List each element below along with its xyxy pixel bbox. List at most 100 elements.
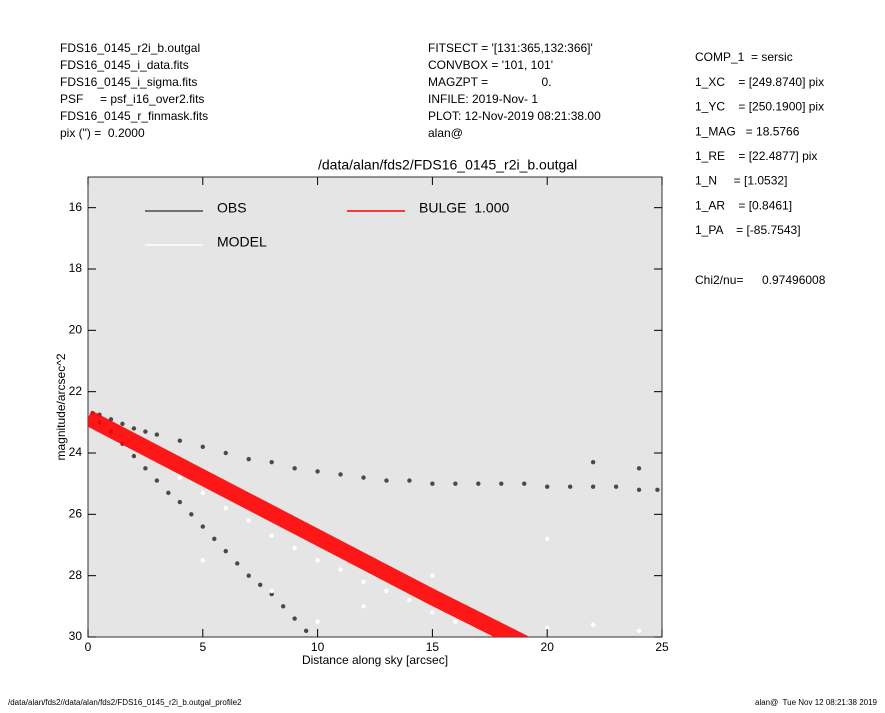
fit-parameter: 1_RE = [22.4877] pix bbox=[695, 149, 817, 163]
x-axis-label: Distance along sky [arcsec] bbox=[302, 653, 448, 667]
y-tick-label: 22 bbox=[69, 384, 83, 398]
fit-parameter: 1_MAG = 18.5766 bbox=[695, 124, 800, 138]
data-point bbox=[303, 628, 309, 634]
data-point bbox=[269, 460, 274, 465]
data-point bbox=[545, 536, 550, 542]
data-point bbox=[430, 610, 435, 615]
data-point bbox=[177, 475, 183, 480]
data-point bbox=[246, 518, 251, 523]
data-point bbox=[292, 545, 297, 551]
data-point bbox=[258, 582, 263, 588]
y-tick-label: 24 bbox=[69, 445, 83, 459]
footer-date: alan@ Tue Nov 12 08:21:38 2019 bbox=[755, 698, 878, 707]
x-tick-label: 15 bbox=[426, 640, 440, 654]
fit-parameter: 1_YC = [250.1900] pix bbox=[695, 100, 824, 114]
footer-path: /data/alan/fds2//data/alan/fds2/FDS16_01… bbox=[8, 698, 242, 707]
data-point bbox=[235, 561, 240, 566]
header-left-line: FDS16_0145_i_sigma.fits bbox=[60, 75, 197, 89]
data-point bbox=[361, 579, 366, 584]
data-point bbox=[590, 460, 596, 465]
data-point bbox=[246, 456, 251, 462]
x-tick-label: 10 bbox=[311, 640, 325, 654]
data-point bbox=[636, 487, 642, 492]
data-point bbox=[246, 573, 251, 578]
x-tick-label: 25 bbox=[655, 640, 669, 654]
data-point bbox=[430, 573, 435, 578]
y-tick-label: 26 bbox=[69, 507, 83, 521]
chi2-label: Chi2/nu= bbox=[695, 273, 743, 287]
data-point bbox=[120, 421, 125, 427]
header-middle-line: CONVBOX = '101, 101' bbox=[428, 58, 553, 72]
data-point bbox=[636, 628, 642, 634]
data-point bbox=[292, 616, 297, 621]
data-point bbox=[212, 536, 217, 542]
header-left-line: FDS16_0145_r2i_b.outgal bbox=[60, 41, 200, 55]
header-middle-line: PLOT: 12-Nov-2019 08:21:38.00 bbox=[428, 109, 601, 123]
data-point bbox=[655, 487, 660, 492]
data-point bbox=[223, 450, 228, 456]
data-point bbox=[407, 598, 412, 603]
data-point bbox=[223, 506, 228, 511]
data-point bbox=[545, 625, 550, 630]
x-tick-label: 5 bbox=[199, 640, 206, 654]
chi2-value: 0.97496008 bbox=[762, 273, 826, 287]
data-point bbox=[200, 490, 205, 496]
legend-label: OBS bbox=[217, 200, 247, 216]
header-middle-line: INFILE: 2019-Nov- 1 bbox=[428, 92, 538, 106]
data-point bbox=[613, 484, 619, 489]
data-point bbox=[315, 558, 320, 563]
legend-label: BULGE 1.000 bbox=[419, 200, 509, 216]
legend-label: MODEL bbox=[217, 234, 267, 250]
data-point bbox=[384, 588, 389, 594]
fit-parameter: 1_XC = [249.8740] pix bbox=[695, 75, 824, 89]
data-point bbox=[361, 475, 366, 480]
y-tick-label: 20 bbox=[69, 323, 83, 337]
data-point bbox=[166, 490, 171, 496]
data-point bbox=[269, 591, 274, 597]
data-point bbox=[143, 466, 148, 471]
header-left-line: FDS16_0145_r_finmask.fits bbox=[60, 109, 208, 123]
fit-parameter: 1_N = [1.0532] bbox=[695, 174, 787, 188]
data-point bbox=[131, 426, 137, 431]
header-left-line: PSF = psf_i16_over2.fits bbox=[60, 92, 204, 106]
model-band bbox=[88, 410, 528, 637]
data-point bbox=[315, 619, 320, 624]
data-point bbox=[338, 472, 343, 477]
data-point bbox=[131, 453, 137, 459]
data-point bbox=[361, 604, 366, 609]
header-middle-line: FITSECT = '[131:365,132:366]' bbox=[428, 41, 593, 55]
data-point bbox=[269, 588, 274, 594]
y-tick-label: 28 bbox=[69, 568, 83, 582]
y-tick-label: 18 bbox=[69, 261, 83, 275]
data-point bbox=[223, 548, 228, 554]
data-point bbox=[292, 466, 297, 471]
y-tick-label: 30 bbox=[69, 629, 83, 643]
data-point bbox=[177, 499, 183, 505]
header-left-line: pix (") = 0.2000 bbox=[60, 126, 145, 140]
data-point bbox=[189, 512, 194, 517]
x-tick-label: 0 bbox=[85, 640, 92, 654]
fit-parameter: 1_AR = [0.8461] bbox=[695, 198, 792, 212]
data-point bbox=[200, 558, 205, 563]
x-tick-label: 20 bbox=[541, 640, 555, 654]
data-point bbox=[384, 478, 389, 483]
data-point bbox=[200, 444, 205, 450]
data-point bbox=[590, 484, 596, 489]
data-point bbox=[407, 478, 412, 483]
y-tick-label: 16 bbox=[69, 200, 83, 214]
data-point bbox=[522, 481, 527, 486]
data-point bbox=[280, 604, 286, 609]
data-point bbox=[177, 438, 183, 443]
header-middle-line: MAGZPT = 0. bbox=[428, 75, 551, 89]
data-point bbox=[545, 484, 550, 489]
data-point bbox=[154, 432, 160, 437]
data-point bbox=[636, 466, 642, 471]
y-axis-label: magnitude/arcsec^2 bbox=[54, 353, 68, 460]
data-point bbox=[567, 484, 573, 489]
header-middle-line: alan@ bbox=[428, 126, 463, 140]
fit-parameter: COMP_1 = sersic bbox=[695, 50, 793, 64]
data-point bbox=[269, 533, 274, 538]
data-point bbox=[453, 481, 458, 486]
